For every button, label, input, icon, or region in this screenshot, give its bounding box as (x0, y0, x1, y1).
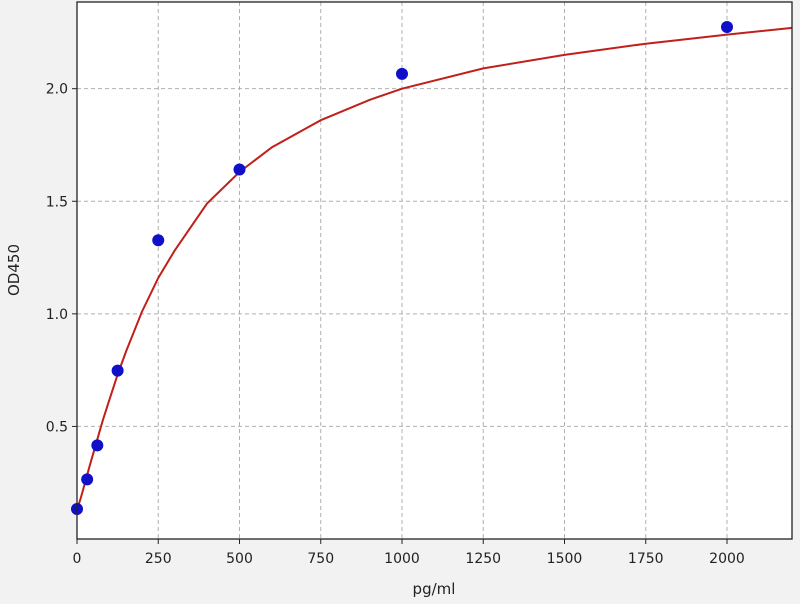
data-point (721, 20, 733, 33)
x-tick-label: 0 (73, 551, 82, 567)
data-point (396, 67, 408, 80)
x-tick-label: 1500 (547, 551, 583, 567)
data-point (233, 163, 246, 176)
plot-frame (76, 1, 793, 540)
y-tick-label: 1.0 (46, 307, 68, 323)
x-tick-label: 250 (145, 551, 172, 567)
data-point (91, 439, 104, 452)
x-axis-ticks: 0 250 500 750 1000 1250 1500 1750 2000 (73, 539, 745, 567)
y-axis-label: OD450 (5, 244, 23, 296)
y-tick-label: 0.5 (46, 419, 68, 435)
x-tick-label: 1250 (465, 551, 501, 567)
plot-area (77, 2, 792, 539)
grid (77, 2, 792, 539)
y-tick-label: 1.5 (46, 194, 68, 210)
x-tick-label: 2000 (709, 551, 745, 567)
y-axis-ticks: 0.5 1.0 1.5 2.0 (46, 82, 77, 435)
data-point (152, 234, 165, 247)
x-tick-label: 1000 (384, 551, 420, 567)
x-tick-label: 500 (226, 551, 253, 567)
data-point (111, 364, 124, 377)
x-tick-label: 1750 (628, 551, 664, 567)
data-point (81, 473, 94, 486)
data-points (71, 20, 733, 516)
y-tick-label: 2.0 (46, 82, 68, 98)
x-axis-label: pg/ml (413, 580, 456, 598)
x-tick-label: 750 (307, 551, 334, 567)
